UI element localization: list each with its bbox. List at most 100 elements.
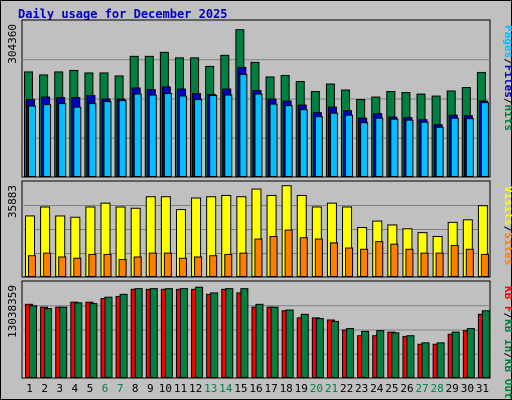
bar-sites-28 xyxy=(435,252,444,278)
bar-sites-14 xyxy=(224,253,233,277)
bar-sites-18 xyxy=(284,229,293,277)
legend-item-middle-0: Visits xyxy=(502,186,512,226)
bar-kbin-12 xyxy=(195,286,204,378)
x-tick-label-7: 7 xyxy=(117,382,124,395)
x-tick-label-30: 30 xyxy=(461,382,474,395)
legend-item-bottom-2: KB In xyxy=(502,319,512,352)
bar-pages-1 xyxy=(28,105,36,177)
bar-pages-17 xyxy=(269,103,278,177)
bar-kbin-31 xyxy=(481,310,490,378)
bar-sites-19 xyxy=(299,237,308,278)
bar-pages-23 xyxy=(360,122,369,178)
bar-sites-16 xyxy=(254,238,263,277)
bar-sites-30 xyxy=(465,248,474,277)
panel-middle: 35883 Visits/Sites xyxy=(6,180,512,278)
bar-pages-18 xyxy=(284,105,293,177)
bar-sites-3 xyxy=(58,256,67,277)
bar-pages-5 xyxy=(88,103,97,177)
legend-item-top-1: / xyxy=(502,58,512,65)
x-tick-label-12: 12 xyxy=(189,382,202,395)
legend-item-middle-2: Sites xyxy=(502,232,512,265)
bar-kbin-11 xyxy=(179,288,188,379)
bar-sites-1 xyxy=(28,255,36,278)
legend-item-bottom-1: / xyxy=(502,313,512,320)
bar-pages-19 xyxy=(299,109,308,177)
bar-pages-16 xyxy=(254,93,263,177)
chart-title: Daily usage for December 2025 xyxy=(18,7,228,21)
bar-kbin-13 xyxy=(210,292,219,378)
legend-item-bottom-3: / xyxy=(502,352,512,359)
bar-sites-10 xyxy=(163,252,172,278)
x-tick-label-19: 19 xyxy=(295,382,308,395)
bar-pages-3 xyxy=(58,103,67,177)
bar-pages-4 xyxy=(73,106,82,177)
legend-item-middle-1: / xyxy=(502,226,512,233)
x-tick-label-6: 6 xyxy=(102,382,109,395)
bar-kbin-21 xyxy=(330,320,339,378)
x-tick-label-17: 17 xyxy=(264,382,277,395)
bar-sites-12 xyxy=(194,256,203,277)
bar-pages-31 xyxy=(480,102,489,177)
legend-bottom: KB F/KB In/KB Out xyxy=(502,286,512,399)
bar-pages-21 xyxy=(329,112,338,177)
bar-kbin-10 xyxy=(164,288,173,379)
bar-kbin-1 xyxy=(29,305,37,379)
x-tick-label-11: 11 xyxy=(174,382,187,395)
bar-sites-22 xyxy=(345,247,354,278)
bar-pages-13 xyxy=(209,95,218,177)
x-tick-label-2: 2 xyxy=(41,382,48,395)
x-axis-labels: 1 2 3 4 5 6 7 8 9 10 11 12 13 14 15 16 17 18 19 20 21 22 23 24 2… xyxy=(26,382,489,395)
bar-kbin-26 xyxy=(406,335,415,379)
legend-item-bottom-4: KB Out xyxy=(502,359,512,399)
bar-sites-29 xyxy=(450,244,459,278)
bar-pages-8 xyxy=(133,93,142,177)
chart-panels: 304360Pages/Files/Hits35883Visits/Sites1… xyxy=(6,19,512,399)
x-tick-label-15: 15 xyxy=(234,382,247,395)
x-tick-label-20: 20 xyxy=(310,382,323,395)
x-tick-label-18: 18 xyxy=(280,382,293,395)
bar-sites-6 xyxy=(103,253,112,277)
x-tick-label-1: 1 xyxy=(26,382,33,395)
bar-pages-11 xyxy=(178,95,187,177)
legend-item-bottom-0: KB F xyxy=(502,286,512,313)
max-label-middle: 35883 xyxy=(6,185,19,218)
x-tick-label-27: 27 xyxy=(415,382,428,395)
bar-kbin-14 xyxy=(225,288,234,379)
bar-sites-21 xyxy=(329,242,338,278)
x-tick-label-10: 10 xyxy=(159,382,172,395)
bar-pages-25 xyxy=(390,118,399,177)
bar-kbin-27 xyxy=(421,342,430,378)
x-tick-label-28: 28 xyxy=(431,382,444,395)
legend-top: Pages/Files/Hits xyxy=(502,25,512,131)
legend-middle: Visits/Sites xyxy=(502,186,512,266)
x-tick-label-4: 4 xyxy=(72,382,79,395)
bar-sites-20 xyxy=(314,238,323,277)
bar-kbin-7 xyxy=(119,293,128,379)
x-tick-label-8: 8 xyxy=(132,382,139,395)
bar-kbin-4 xyxy=(74,302,83,379)
bar-sites-9 xyxy=(148,252,157,278)
bar-kbin-17 xyxy=(270,306,279,378)
bar-pages-7 xyxy=(118,100,127,177)
bar-kbin-16 xyxy=(255,303,264,378)
x-tick-label-26: 26 xyxy=(400,382,413,395)
bar-pages-30 xyxy=(465,118,474,178)
bar-kbin-24 xyxy=(376,330,385,378)
bar-kbin-18 xyxy=(285,309,294,378)
legend-item-top-4: Hits xyxy=(502,105,512,132)
legend-item-top-3: / xyxy=(502,98,512,105)
bar-pages-2 xyxy=(43,104,52,177)
bar-pages-10 xyxy=(163,93,172,177)
bar-sites-31 xyxy=(480,253,489,277)
bar-sites-24 xyxy=(375,241,384,277)
bar-pages-24 xyxy=(375,117,384,178)
bar-sites-26 xyxy=(405,248,414,277)
bar-sites-17 xyxy=(269,235,278,277)
x-tick-label-31: 31 xyxy=(476,382,489,395)
x-tick-label-14: 14 xyxy=(219,382,233,395)
x-tick-label-24: 24 xyxy=(370,382,384,395)
bar-kbin-5 xyxy=(89,303,98,378)
x-tick-label-22: 22 xyxy=(340,382,353,395)
